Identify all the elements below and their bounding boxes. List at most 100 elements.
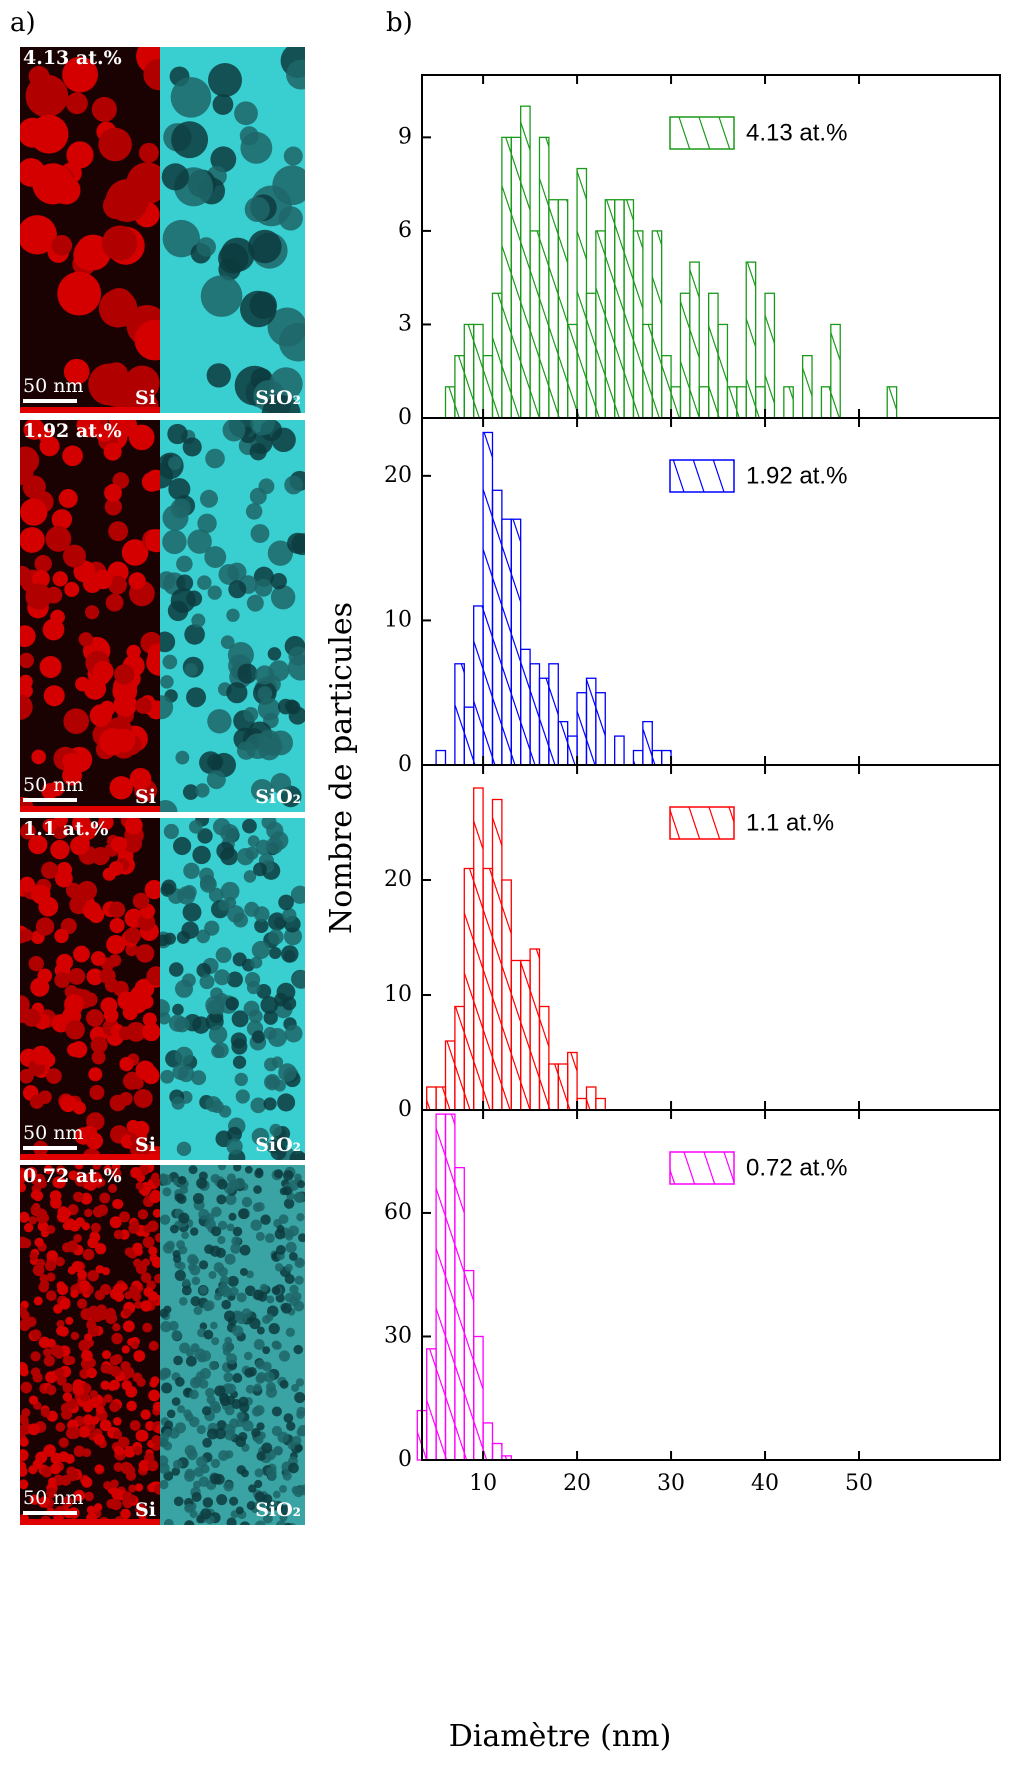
sio2-pore bbox=[239, 1521, 251, 1525]
si-particle bbox=[30, 1351, 41, 1362]
histogram-bar bbox=[820, 386, 832, 419]
sio2-pore bbox=[160, 631, 176, 653]
histogram-bar bbox=[510, 518, 522, 766]
si-particle bbox=[29, 1095, 44, 1109]
si-particle bbox=[135, 1181, 144, 1191]
si-particle bbox=[33, 1296, 43, 1306]
si-particle bbox=[153, 1273, 160, 1284]
si-particle bbox=[90, 951, 106, 966]
sio2-pore bbox=[181, 1285, 192, 1296]
histogram-bar bbox=[473, 1335, 484, 1461]
si-particle bbox=[123, 1308, 132, 1318]
sio2-pore bbox=[220, 881, 240, 901]
scale-strip bbox=[20, 1519, 160, 1525]
histogram-bar bbox=[632, 230, 644, 419]
sio2-pore bbox=[250, 778, 274, 802]
si-particle bbox=[62, 1496, 74, 1508]
si-particles bbox=[20, 1165, 160, 1525]
si-particle bbox=[56, 1375, 67, 1386]
histogram-bar bbox=[717, 323, 729, 419]
histogram-bar bbox=[501, 518, 512, 766]
si-particle bbox=[41, 1466, 53, 1478]
sio2-pore bbox=[191, 1070, 207, 1086]
sio2-pore bbox=[234, 1177, 246, 1189]
si-particle bbox=[126, 1119, 140, 1133]
si-particle bbox=[42, 1348, 52, 1357]
sio2-pore bbox=[172, 1003, 184, 1016]
si-particle bbox=[122, 1320, 135, 1333]
sio2-pore bbox=[260, 1214, 271, 1225]
si-particle bbox=[77, 880, 98, 901]
sio2-pore bbox=[244, 196, 270, 222]
si-particle bbox=[137, 1209, 149, 1220]
histogram-bar bbox=[548, 663, 559, 766]
sio2-pore bbox=[232, 952, 247, 967]
si-particle bbox=[83, 992, 98, 1007]
sio2-pore bbox=[160, 1432, 170, 1443]
sio2-pore bbox=[259, 1283, 269, 1293]
si-particle bbox=[108, 575, 127, 595]
sio2-pore bbox=[160, 1174, 172, 1186]
histogram-bar bbox=[538, 677, 550, 766]
si-particle bbox=[105, 593, 124, 612]
sio2-pore bbox=[234, 1072, 248, 1087]
sio2-pore bbox=[192, 1480, 201, 1489]
sio2-pore bbox=[286, 1229, 295, 1238]
si-particle bbox=[143, 58, 160, 91]
si-particle bbox=[118, 1026, 133, 1040]
si-particle bbox=[55, 1422, 66, 1432]
si-particle bbox=[46, 1487, 57, 1499]
si-particle bbox=[152, 1208, 160, 1218]
si-particle bbox=[142, 1236, 155, 1249]
si-particle bbox=[31, 884, 51, 905]
sio2-pore bbox=[234, 101, 258, 126]
image-label: 0.72 at.% bbox=[23, 1165, 122, 1187]
si-particle bbox=[80, 1308, 93, 1321]
histogram-bar bbox=[689, 261, 700, 419]
si-particle bbox=[113, 1445, 125, 1456]
sio2-pore bbox=[202, 1301, 213, 1312]
sio2-pore bbox=[285, 1327, 295, 1337]
si-particle bbox=[46, 1272, 56, 1282]
sio2-pore bbox=[177, 1405, 186, 1414]
histogram-bar bbox=[557, 720, 569, 766]
sio2-pore bbox=[274, 1228, 286, 1240]
si-particle bbox=[62, 445, 83, 467]
si-particle bbox=[52, 1176, 65, 1189]
histogram-bar bbox=[520, 105, 531, 419]
sio2-pore bbox=[235, 1418, 244, 1428]
si-particle bbox=[85, 1132, 103, 1150]
sio2-pore bbox=[233, 1165, 242, 1172]
si-particle bbox=[90, 1416, 100, 1425]
sio2-pore bbox=[199, 875, 217, 893]
sio2-particles bbox=[161, 47, 305, 413]
sio2-pore bbox=[231, 1236, 242, 1246]
histogram-bar bbox=[444, 1040, 456, 1111]
histogram-bar bbox=[491, 1442, 503, 1461]
si-particle bbox=[63, 358, 90, 385]
sio2-pore bbox=[205, 1096, 222, 1113]
si-particle bbox=[124, 927, 142, 944]
sio2-pore bbox=[255, 1231, 265, 1241]
sio2-pore bbox=[165, 1240, 175, 1250]
sio2-pore bbox=[168, 962, 184, 977]
sio2-pore bbox=[202, 1497, 214, 1508]
histogram-bar bbox=[454, 1005, 465, 1111]
sio2-pore bbox=[203, 1329, 214, 1340]
si-particle bbox=[46, 1290, 57, 1302]
histogram-bar bbox=[557, 199, 569, 419]
si-particle bbox=[83, 677, 107, 700]
si-particle bbox=[20, 1306, 28, 1317]
sio2-pore bbox=[264, 1057, 278, 1072]
si-particle bbox=[73, 238, 106, 271]
sio2-pore bbox=[274, 1263, 284, 1272]
histogram-bar bbox=[642, 720, 653, 766]
si-particle bbox=[46, 1225, 56, 1234]
sio2-pore bbox=[254, 1479, 263, 1489]
sio2-pore bbox=[196, 1177, 208, 1189]
si-particle bbox=[94, 1464, 104, 1473]
y-tick-label: 3 bbox=[398, 311, 412, 336]
sio2-pore bbox=[198, 1379, 209, 1389]
si-particle bbox=[20, 1068, 34, 1084]
